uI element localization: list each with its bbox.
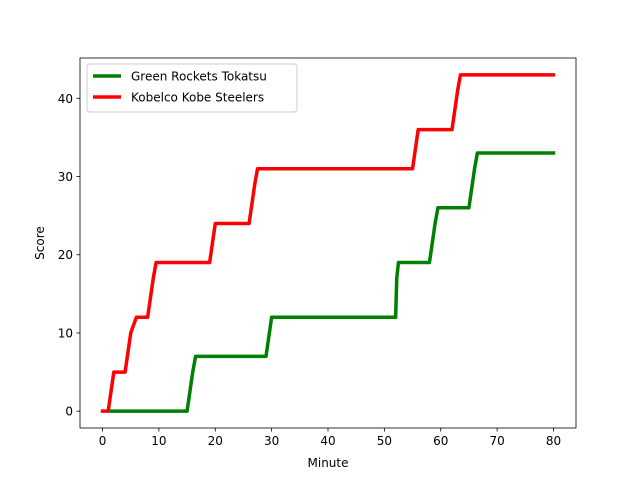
y-tick-label: 30 [58, 170, 73, 184]
x-tick-label: 70 [489, 434, 504, 448]
x-tick-label: 60 [433, 434, 448, 448]
series-layer [100, 73, 556, 413]
legend-label-1: Kobelco Kobe Steelers [131, 91, 264, 105]
x-tick-label: 20 [208, 434, 223, 448]
series-line-1 [100, 73, 556, 413]
legend-label-0: Green Rockets Tokatsu [131, 70, 267, 84]
y-tick-label: 40 [58, 92, 73, 106]
x-axis-label: Minute [308, 456, 349, 470]
legend-box [86, 63, 298, 113]
x-tick-label: 0 [99, 434, 107, 448]
ticks-layer: 0 10 20 30 40 50 60 70 80 0 10 20 30 40 [58, 92, 561, 448]
series-line-0 [109, 151, 556, 413]
y-axis-label: Score [33, 226, 47, 260]
x-tick-label: 80 [546, 434, 561, 448]
y-tick-label: 0 [65, 405, 73, 419]
x-tick-label: 10 [151, 434, 166, 448]
y-tick-label: 10 [58, 326, 73, 340]
x-tick-label: 40 [320, 434, 335, 448]
y-tick-label: 20 [58, 248, 73, 262]
plot-background [80, 58, 576, 428]
x-tick-label: 30 [264, 434, 279, 448]
legend: Green Rockets Tokatsu Kobelco Kobe Steele… [86, 63, 298, 113]
x-tick-label: 50 [377, 434, 392, 448]
